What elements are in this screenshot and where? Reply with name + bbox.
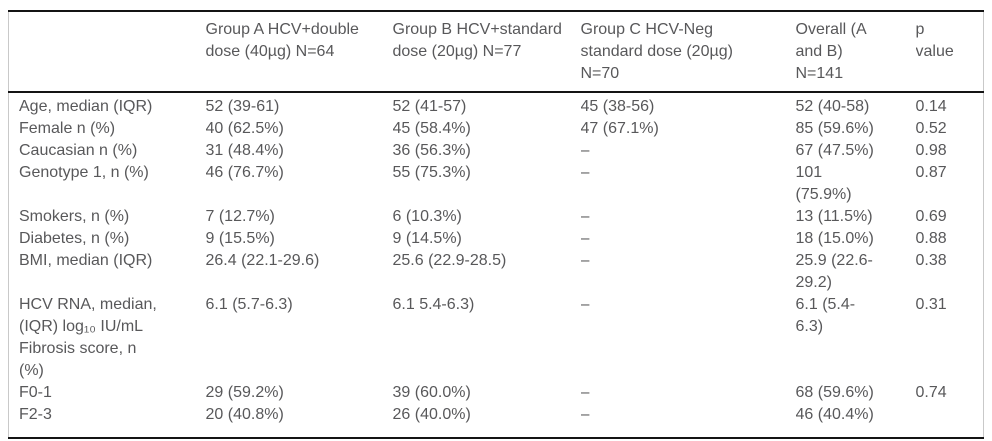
row-hcv-rna: HCV RNA, median, (IQR) log₁₀ IU/mL 6.1 (…	[9, 294, 984, 338]
cell-p-value: 0.38	[915, 252, 947, 269]
column-header-p-value: p value	[915, 11, 984, 93]
column-header-group-c: Group C HCV-Neg standard dose (20µg) N=7…	[580, 11, 796, 93]
cell-overall: 68 (59.6%)	[795, 384, 874, 401]
cell-p-value: 0.31	[915, 296, 947, 313]
column-header-group-a: Group A HCV+double dose (40µg) N=64	[205, 11, 393, 93]
row-label: HCV RNA, median, (IQR) log₁₀ IU/mL	[19, 296, 157, 335]
baseline-characteristics-table: Group A HCV+double dose (40µg) N=64 Grou…	[8, 10, 984, 439]
cell-group-c: 47 (67.1%)	[580, 120, 659, 137]
cell-group-c: –	[580, 296, 590, 313]
cell-overall: 25.9 (22.6- 29.2)	[795, 252, 873, 291]
cell-p-value	[916, 404, 984, 438]
cell-group-b: 25.6 (22.9-28.5)	[392, 252, 507, 269]
cell-group-a	[206, 338, 393, 382]
cell-group-a: 7 (12.7%)	[205, 208, 275, 225]
cell-group-a: 29 (59.2%)	[205, 384, 284, 401]
cell-group-a: 52 (39-61)	[205, 98, 280, 115]
cell-group-a: 26.4 (22.1-29.6)	[205, 252, 320, 269]
cell-p-value	[916, 338, 984, 382]
row-label: Age, median (IQR)	[19, 98, 153, 115]
cell-p-value: 0.88	[915, 230, 947, 247]
cell-group-b: 26 (40.0%)	[392, 406, 471, 423]
cell-overall: 18 (15.0%)	[795, 230, 874, 247]
cell-p-value: 0.98	[915, 142, 947, 159]
cell-group-b	[393, 338, 581, 382]
cell-group-c: –	[580, 384, 590, 401]
cell-overall	[796, 338, 916, 382]
row-f0-1: F0-1 29 (59.2%) 39 (60.0%) – 68 (59.6%) …	[9, 382, 984, 404]
cell-group-b: 9 (14.5%)	[392, 230, 462, 247]
cell-p-value: 0.87	[915, 164, 947, 181]
column-header-overall: Overall (A and B) N=141	[795, 11, 916, 93]
cell-group-c: –	[580, 208, 590, 225]
cell-group-c: –	[580, 230, 590, 247]
cell-overall: 67 (47.5%)	[795, 142, 874, 159]
cell-overall: 6.1 (5.4- 6.3)	[795, 296, 856, 335]
row-label: Fibrosis score, n (%)	[19, 340, 137, 379]
cell-p-value: 0.52	[915, 120, 947, 137]
cell-group-a: 9 (15.5%)	[205, 230, 275, 247]
row-smokers: Smokers, n (%) 7 (12.7%) 6 (10.3%) – 13 …	[9, 206, 984, 228]
cell-group-a: 31 (48.4%)	[205, 142, 284, 159]
row-bmi: BMI, median (IQR) 26.4 (22.1-29.6) 25.6 …	[9, 250, 984, 294]
cell-overall: 46 (40.4%)	[795, 406, 874, 423]
cell-overall: 101 (75.9%)	[795, 164, 852, 203]
cell-group-a: 20 (40.8%)	[205, 406, 284, 423]
row-label: F2-3	[19, 406, 52, 423]
row-label: Smokers, n (%)	[19, 208, 130, 225]
cell-group-a: 46 (76.7%)	[205, 164, 284, 181]
row-label: Caucasian n (%)	[19, 142, 138, 159]
cell-group-b: 45 (58.4%)	[392, 120, 471, 137]
cell-group-c: –	[580, 406, 590, 423]
cell-group-b: 52 (41-57)	[392, 98, 467, 115]
row-label: F0-1	[19, 384, 52, 401]
cell-group-c: –	[580, 142, 590, 159]
row-label: Genotype 1, n (%)	[19, 164, 149, 181]
cell-group-b: 55 (75.3%)	[392, 164, 471, 181]
row-age: Age, median (IQR) 52 (39-61) 52 (41-57) …	[9, 92, 984, 118]
cell-overall: 52 (40-58)	[795, 98, 870, 115]
row-caucasian: Caucasian n (%) 31 (48.4%) 36 (56.3%) – …	[9, 140, 984, 162]
cell-group-b: 6.1 5.4-6.3)	[392, 296, 475, 313]
cell-p-value: 0.74	[915, 384, 947, 401]
cell-p-value: 0.69	[915, 208, 947, 225]
row-female: Female n (%) 40 (62.5%) 45 (58.4%) 47 (6…	[9, 118, 984, 140]
row-label: Diabetes, n (%)	[19, 230, 130, 247]
cell-group-c: –	[580, 164, 590, 181]
cell-overall: 85 (59.6%)	[795, 120, 874, 137]
row-diabetes: Diabetes, n (%) 9 (15.5%) 9 (14.5%) – 18…	[9, 228, 984, 250]
row-f2-3: F2-3 20 (40.8%) 26 (40.0%) – 46 (40.4%)	[9, 404, 984, 438]
cell-p-value: 0.14	[915, 98, 947, 115]
cell-group-b: 36 (56.3%)	[392, 142, 471, 159]
row-genotype1: Genotype 1, n (%) 46 (76.7%) 55 (75.3%) …	[9, 162, 984, 206]
header-row: Group A HCV+double dose (40µg) N=64 Grou…	[8, 11, 984, 93]
row-fibrosis-score: Fibrosis score, n (%)	[9, 338, 984, 382]
cell-group-a: 40 (62.5%)	[205, 120, 284, 137]
cell-group-a: 6.1 (5.7-6.3)	[205, 296, 293, 313]
cell-group-c	[581, 338, 796, 382]
cell-group-c: 45 (38-56)	[580, 98, 655, 115]
column-header-group-b: Group B HCV+standard dose (20µg) N=77	[392, 11, 581, 93]
cell-group-b: 39 (60.0%)	[392, 384, 471, 401]
cell-group-c: –	[580, 252, 590, 269]
row-label: Female n (%)	[19, 120, 116, 137]
column-header-rowlabel	[8, 11, 206, 93]
row-label: BMI, median (IQR)	[19, 252, 153, 269]
cell-group-b: 6 (10.3%)	[392, 208, 462, 225]
cell-overall: 13 (11.5%)	[795, 208, 873, 225]
